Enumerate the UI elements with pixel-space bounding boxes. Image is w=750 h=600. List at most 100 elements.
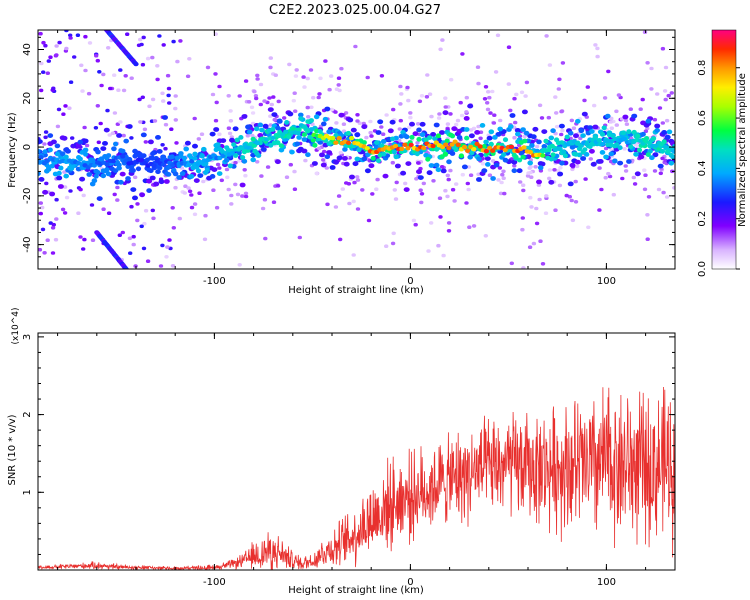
spectrogram-cell <box>632 182 638 186</box>
spectrogram-ridge-cell <box>160 162 166 167</box>
spectrogram-cell <box>117 233 123 237</box>
spectrogram-band-cell <box>513 154 519 160</box>
spectrogram-cell <box>341 122 347 126</box>
spectrogram-cell <box>546 115 551 120</box>
spectrogram-band-cell <box>463 127 470 132</box>
spectrogram-cell <box>327 87 332 92</box>
spectrogram-cell <box>415 141 420 145</box>
spectrogram-cell <box>201 179 206 184</box>
spectrogram-cell <box>121 133 126 138</box>
spectrogram-band-cell <box>86 172 92 177</box>
spectrogram-cell <box>215 162 221 167</box>
spectrogram-cell <box>487 95 492 100</box>
spectrogram-band-cell <box>485 162 491 167</box>
spectrogram-cell <box>346 182 352 186</box>
spectrogram-cell <box>197 191 202 195</box>
spectrogram-band-cell <box>193 178 200 184</box>
spectrogram-cell <box>333 110 338 114</box>
spectrogram-band-cell <box>456 135 463 140</box>
spectrogram-band-cell <box>451 126 458 132</box>
spectrogram-band-cell <box>47 147 53 153</box>
spectrogram-band-cell <box>77 156 83 162</box>
spectrogram-cell <box>205 65 211 70</box>
spectrogram-cell <box>265 165 271 169</box>
spectrogram-band-cell <box>232 126 239 132</box>
spectrogram-ridge-cell <box>549 143 555 149</box>
spectrogram-ridge-cell <box>596 138 602 143</box>
spectrogram-band-cell <box>603 154 609 160</box>
spectrogram-cell <box>471 224 477 228</box>
spectrogram-band-cell <box>374 140 380 145</box>
spectrogram-band-cell <box>345 130 352 136</box>
spectrogram-cell <box>87 41 93 45</box>
spectrogram-ridge-cell <box>540 153 546 158</box>
spectrogram-band-cell <box>631 129 637 135</box>
spectrogram-band-cell <box>559 160 565 166</box>
spectrogram-band-cell <box>430 132 437 137</box>
colorbar-gradient <box>711 29 737 270</box>
spectrogram-band-cell <box>93 173 99 179</box>
spectrogram-cell <box>616 93 622 97</box>
spectrogram-cell <box>379 125 384 129</box>
spectrogram-cell <box>340 187 345 191</box>
spectrogram-ridge-cell <box>646 140 653 146</box>
spectrogram-cell <box>411 218 417 223</box>
spectrogram-ridge-cell <box>446 145 452 151</box>
spectrogram-xtick-label: 100 <box>597 276 616 287</box>
spectrogram-band-cell <box>483 139 489 145</box>
spectrogram-cell <box>72 55 77 59</box>
spectrogram-band-cell <box>209 131 216 137</box>
spectrogram-cell <box>640 97 645 102</box>
spectrogram-band-cell <box>509 113 516 118</box>
snr-ylabel: SNR (10 * v/v) <box>7 414 18 485</box>
spectrogram-cell <box>129 204 134 209</box>
spectrogram-cell <box>237 263 242 267</box>
spectrogram-band-cell <box>350 127 357 133</box>
spectrogram-cell <box>160 91 165 96</box>
spectrogram-band-cell <box>490 176 496 181</box>
spectrogram-band-cell <box>38 177 45 182</box>
colorbar-ticks: 0.0 0.2 0.4 0.6 0.8 <box>697 60 740 277</box>
spectrogram-cell <box>498 191 504 196</box>
spectrogram-cell <box>39 88 44 93</box>
spectrogram-ridge-cell <box>408 142 414 148</box>
spectrogram-band-cell <box>651 136 657 141</box>
spectrogram-ridge-cell <box>405 146 411 151</box>
spectrogram-cell <box>521 266 526 269</box>
spectrogram-cell <box>317 92 322 96</box>
spectrogram-cell <box>661 190 666 195</box>
spectrogram-cell <box>355 175 360 179</box>
spectrogram-band-cell <box>522 138 528 144</box>
spectrogram-cell <box>483 234 488 238</box>
spectrogram-cell <box>606 69 611 74</box>
spectrogram-cell <box>53 237 59 242</box>
spectrogram-band-cell <box>58 165 64 171</box>
spectrogram-ridge-cell <box>345 140 352 145</box>
spectrogram-band-cell <box>523 130 530 136</box>
spectrogram-band-cell <box>100 173 107 179</box>
spectrogram-band-cell <box>440 168 447 174</box>
spectrogram-cell <box>643 173 648 177</box>
spectrogram-cell <box>391 107 396 112</box>
spectrogram-cell <box>557 183 563 188</box>
spectrogram-band-cell <box>349 174 355 180</box>
spectrogram-band-cell <box>312 142 318 148</box>
spectrogram-band-cell <box>234 137 240 143</box>
spectrogram-band-cell <box>42 149 48 155</box>
spectrogram-cell <box>166 86 172 91</box>
spectrogram-band-cell <box>461 164 468 170</box>
spectrogram-cell <box>287 62 292 67</box>
spectrogram-cell <box>554 111 559 115</box>
spectrogram-band-cell <box>652 152 659 158</box>
spectrogram-cell <box>86 91 92 96</box>
spectrogram-cell <box>646 195 652 199</box>
spectrogram-band-cell <box>284 120 290 125</box>
spectrogram-xtick-label: -100 <box>203 276 226 287</box>
spectrogram-ridge-cell <box>546 147 552 153</box>
spectrogram-band-cell <box>211 167 218 173</box>
spectrogram-ridge-cell <box>665 149 671 154</box>
spectrogram-cell <box>490 89 495 94</box>
spectrogram-cell <box>203 213 208 218</box>
spectrogram-band-cell <box>132 153 138 159</box>
